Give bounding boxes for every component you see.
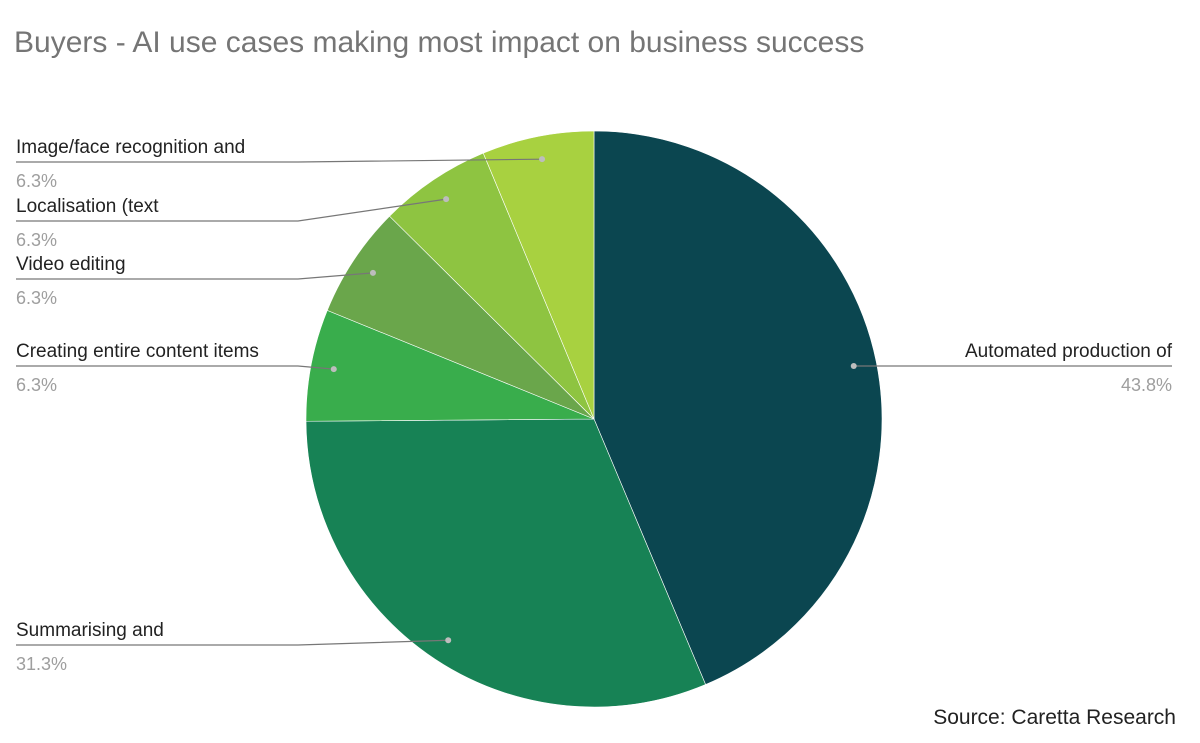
- leader-line-localisation-text: [16, 198, 447, 222]
- pie-slice-summarising-and: [305, 418, 706, 708]
- leader-dot-localisation-text: [443, 196, 450, 203]
- leader-dot-automated-production-of: [850, 363, 857, 369]
- source-note: Source: Caretta Research: [933, 706, 1176, 729]
- leader-line-image-face-recognition-and: [16, 158, 543, 163]
- slice-percent-video-editing: 6.3%: [16, 288, 57, 308]
- leader-dot-summarising-and: [445, 637, 452, 644]
- slice-percent-localisation-text: 6.3%: [16, 230, 57, 250]
- leader-line-summarising-and: [16, 639, 449, 646]
- leader-line-video-editing: [16, 272, 374, 280]
- pie-slice-image-face-recognition-and: [482, 130, 595, 420]
- leader-dot-image-face-recognition-and: [539, 156, 546, 163]
- leader-line-creating-entire-content-items: [16, 365, 334, 370]
- leader-dot-video-editing: [369, 269, 376, 276]
- slice-label-creating-entire-content-items: Creating entire content items: [16, 341, 259, 362]
- slice-labels: Automated production of 43.8% Summarising …: [16, 137, 1173, 674]
- slice-label-automated-production-of: Automated production of: [965, 341, 1173, 362]
- chart-title: Buyers - AI use cases making most impact…: [14, 26, 864, 59]
- pie-slices: [305, 130, 883, 708]
- pie-slice-localisation-text: [389, 152, 595, 420]
- slice-label-video-editing: Video editing: [16, 254, 126, 275]
- pie-slice-video-editing: [326, 215, 595, 420]
- slice-label-localisation-text: Localisation (text: [16, 196, 159, 217]
- slice-percent-summarising-and: 31.3%: [16, 654, 67, 674]
- slice-label-summarising-and: Summarising and: [16, 620, 164, 641]
- slice-percent-image-face-recognition-and: 6.3%: [16, 171, 57, 191]
- leader-dot-creating-entire-content-items: [330, 366, 337, 373]
- slice-label-image-face-recognition-and: Image/face recognition and: [16, 137, 245, 158]
- pie-slice-automated-production-of: [593, 130, 883, 685]
- slice-percent-creating-entire-content-items: 6.3%: [16, 375, 57, 395]
- pie-slice-creating-entire-content-items: [305, 309, 595, 422]
- slice-percent-automated-production-of: 43.8%: [1121, 375, 1172, 395]
